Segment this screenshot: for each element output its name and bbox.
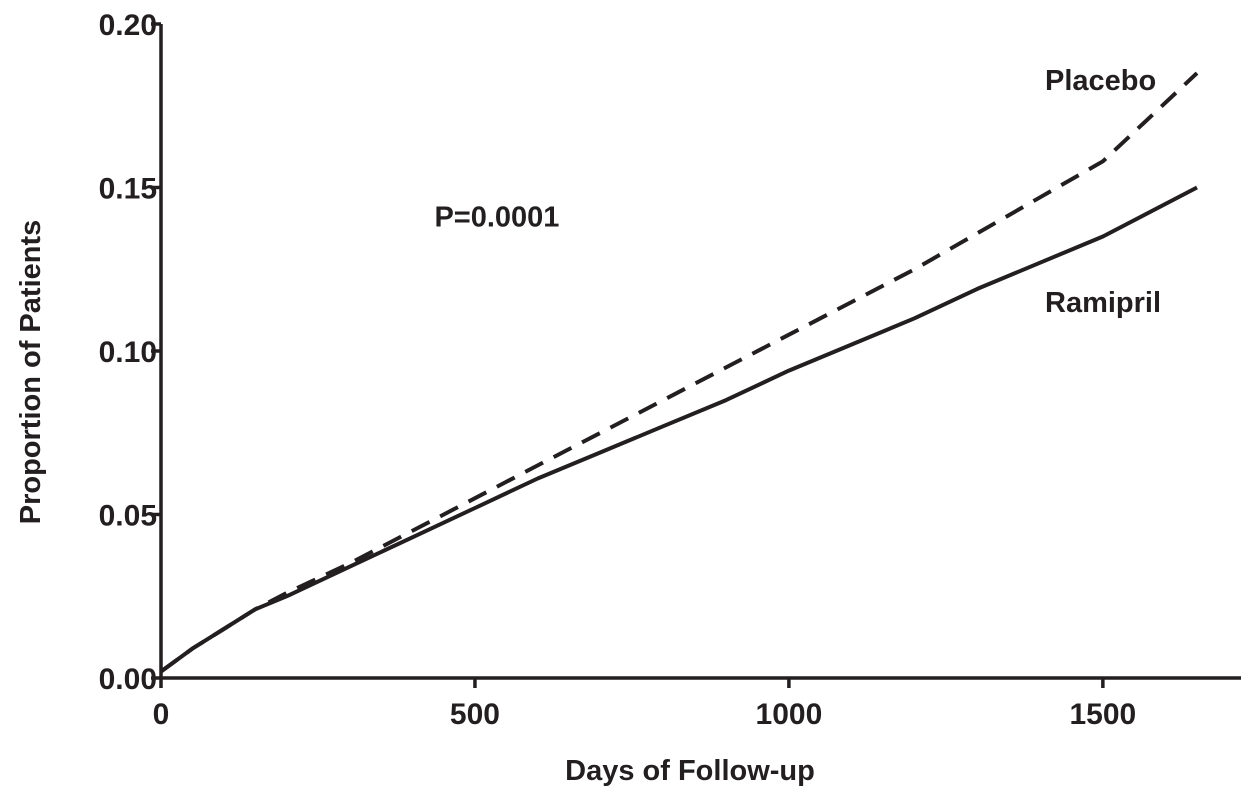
y-axis-ticks: 0.00 0.05 0.10 0.15 0.20 (99, 9, 161, 696)
x-axis-ticks: 0 500 1000 1500 (153, 678, 1137, 731)
y-tick-label: 0.00 (99, 663, 157, 696)
x-tick-label: 500 (450, 698, 500, 731)
x-tick-label: 0 (153, 698, 170, 731)
p-value-annotation: P=0.0001 (434, 202, 559, 234)
y-tick-label: 0.15 (99, 173, 157, 206)
y-tick-label: 0.05 (99, 500, 157, 533)
x-tick-label: 1500 (1069, 698, 1136, 731)
y-axis-title: Proportion of Patients (15, 220, 47, 525)
legend-label-ramipril: Ramipril (1045, 287, 1161, 319)
legend-label-placebo: Placebo (1045, 65, 1156, 97)
series-line-ramipril (161, 188, 1197, 672)
plot-area (161, 73, 1197, 671)
x-axis-title: Days of Follow-up (565, 755, 815, 787)
y-tick-label: 0.20 (99, 9, 157, 42)
y-tick-label: 0.10 (99, 336, 157, 369)
x-tick-label: 1000 (756, 698, 823, 731)
